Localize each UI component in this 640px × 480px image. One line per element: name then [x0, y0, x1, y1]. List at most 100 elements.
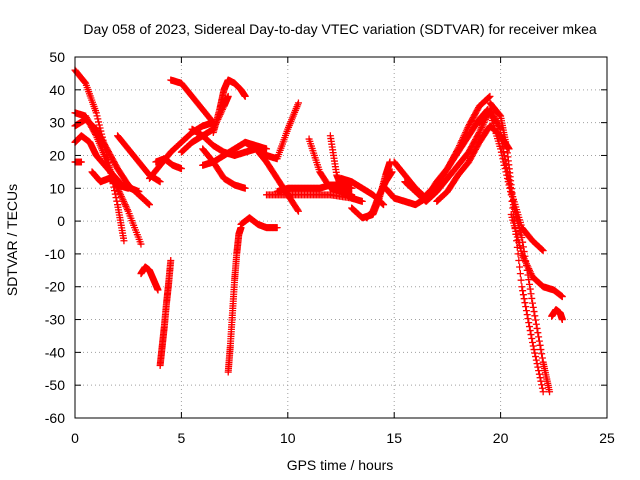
- data-point: [524, 315, 532, 323]
- data-point: [117, 192, 125, 200]
- y-tick-label: 30: [49, 115, 65, 131]
- data-point: [120, 197, 128, 205]
- series-arc-11: [152, 155, 185, 173]
- data-point: [538, 350, 546, 358]
- series-arc-8: [137, 263, 162, 294]
- data-point: [535, 370, 543, 378]
- x-tick-label: 10: [280, 430, 296, 446]
- y-axis-label: SDTVAR / TECUs: [4, 184, 20, 296]
- data-point: [535, 333, 543, 341]
- x-tick-label: 0: [71, 430, 79, 446]
- data-point: [156, 178, 164, 186]
- y-tick-label: 20: [49, 147, 65, 163]
- data-point: [528, 335, 536, 343]
- x-axis-label: GPS time / hours: [287, 457, 394, 473]
- data-point: [533, 324, 541, 332]
- series-arc-37: [548, 306, 566, 324]
- series-arc-4: [71, 115, 153, 209]
- data-point: [93, 112, 101, 120]
- data-point: [294, 99, 302, 107]
- chart-title: Day 058 of 2023, Sidereal Day-to-day VTE…: [83, 21, 596, 37]
- y-tick-label: 10: [49, 180, 65, 196]
- data-point: [518, 283, 526, 291]
- data-point: [137, 240, 145, 248]
- data-point: [536, 341, 544, 349]
- data-point: [77, 158, 85, 166]
- data-point: [112, 194, 120, 202]
- data-point: [519, 291, 527, 299]
- data-point: [119, 196, 127, 204]
- data-point: [522, 303, 530, 311]
- series-arc-1: [71, 66, 128, 245]
- series-arc-36: [507, 211, 566, 301]
- data-point: [527, 331, 535, 339]
- y-tick-label: -20: [45, 279, 65, 295]
- data-point: [523, 311, 531, 319]
- data-point: [94, 115, 102, 123]
- y-tick-label: -10: [45, 246, 65, 262]
- y-tick-label: -50: [45, 377, 65, 393]
- data-point: [519, 287, 527, 295]
- y-tick-label: 40: [49, 82, 65, 98]
- data-point: [124, 184, 132, 192]
- data-point: [534, 329, 542, 337]
- x-tick-label: 5: [178, 430, 186, 446]
- data-point: [515, 256, 523, 264]
- data-point: [122, 202, 130, 210]
- data-point: [533, 360, 541, 368]
- data-point: [528, 294, 536, 302]
- data-point: [115, 188, 123, 196]
- data-point: [117, 191, 125, 199]
- data-point: [92, 109, 100, 117]
- data-point: [154, 286, 162, 294]
- data-point: [532, 353, 540, 361]
- axes: 0 5 10 15 20 25 -60 -50 -40 -30 -20 -10 0 10 20 30 40 50: [45, 49, 615, 446]
- series-arc-12: [167, 76, 217, 127]
- data-point: [520, 295, 528, 303]
- data-point: [113, 197, 121, 205]
- data-point: [118, 194, 126, 202]
- data-point: [535, 337, 543, 345]
- data-point: [120, 237, 128, 245]
- series-arc-7: [88, 168, 132, 192]
- data-point: [81, 78, 89, 86]
- data-point: [144, 199, 152, 207]
- y-tick-label: -30: [45, 312, 65, 328]
- data-point: [120, 199, 128, 207]
- data-point: [538, 381, 546, 389]
- data-point: [95, 118, 103, 126]
- data-point: [532, 316, 540, 324]
- data-point: [532, 356, 540, 364]
- data-point: [177, 165, 185, 173]
- x-tick-label: 25: [599, 430, 615, 446]
- series-arc-18: [224, 224, 245, 376]
- data-point: [529, 342, 537, 350]
- series-arc-5: [71, 158, 85, 166]
- data-point: [532, 320, 540, 328]
- data-point: [111, 190, 119, 198]
- x-tick-label: 20: [493, 430, 509, 446]
- data-point: [527, 290, 535, 298]
- y-tick-label: 50: [49, 49, 65, 65]
- y-tick-label: -40: [45, 344, 65, 360]
- y-tick-label: 0: [57, 213, 65, 229]
- data-point: [529, 303, 537, 311]
- data-point: [529, 339, 537, 347]
- data-point: [516, 270, 524, 278]
- series-arc-9: [156, 256, 175, 369]
- data-point: [116, 189, 124, 197]
- data-point: [521, 299, 529, 307]
- data-point: [123, 204, 131, 212]
- data-marks: [71, 66, 566, 396]
- data-point: [95, 121, 103, 129]
- data-point: [538, 354, 546, 362]
- data-point: [525, 323, 533, 331]
- data-point: [241, 92, 249, 100]
- x-tick-label: 15: [386, 430, 402, 446]
- data-point: [121, 201, 129, 209]
- data-point: [529, 299, 537, 307]
- data-point: [516, 263, 524, 271]
- data-point: [525, 319, 533, 327]
- data-point: [167, 256, 175, 264]
